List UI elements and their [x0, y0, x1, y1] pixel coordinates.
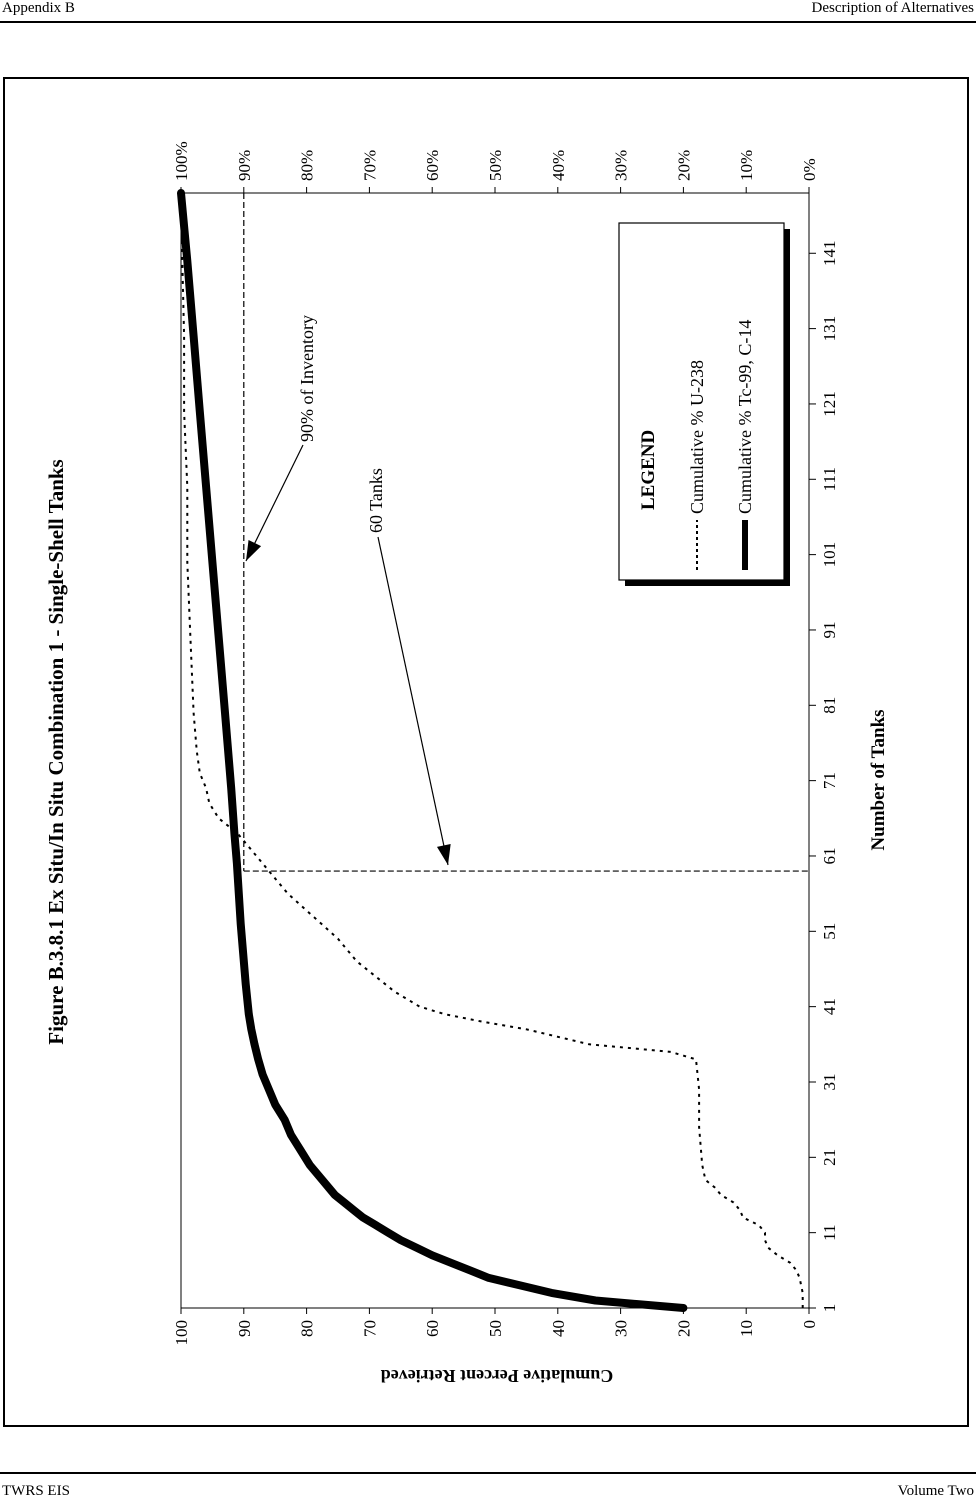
- y-tick-label-right: 20%: [674, 150, 693, 181]
- header-rule: [0, 21, 976, 23]
- legend-label-u238: Cumulative % U-238: [687, 360, 707, 514]
- series-tc99-c14-line: [177, 189, 688, 1312]
- x-tick-label: 1: [820, 1304, 839, 1313]
- y-axis-right: 0% 10% 20% 30% 40% 50% 60% 70% 80% 90% 100%: [172, 141, 819, 193]
- x-tick-label: 141: [820, 241, 839, 267]
- y-tick-label-left: 10: [737, 1320, 756, 1337]
- x-tick-label: 91: [820, 621, 839, 638]
- x-tick-label: 21: [820, 1149, 839, 1166]
- inventory-arrowhead: [246, 539, 262, 561]
- y-tick-label-right: 10%: [737, 150, 756, 181]
- legend-box: [618, 222, 785, 581]
- y-tick-label-left: 40: [549, 1320, 568, 1337]
- footer-left: TWRS EIS: [2, 1483, 70, 1499]
- series-tc99-c14-points: [181, 193, 684, 1308]
- legend-title: LEGEND: [638, 430, 659, 510]
- footer-rule: [0, 1472, 976, 1474]
- x-tick-label: 71: [820, 772, 839, 789]
- x-tick-label: 31: [820, 1073, 839, 1090]
- figure-frame: [3, 77, 969, 1427]
- y-tick-label-left: 20: [674, 1320, 693, 1337]
- x-tick-label: 11: [820, 1224, 839, 1240]
- y-tick-label-left: 30: [612, 1320, 631, 1337]
- x-tick-label: 101: [820, 542, 839, 568]
- x-tick-label: 121: [820, 391, 839, 417]
- x-tick-label: 41: [820, 998, 839, 1015]
- y-tick-label-right: 50%: [486, 150, 505, 181]
- inventory-arrow: [245, 444, 304, 562]
- y-tick-label-left: 0: [800, 1320, 819, 1329]
- x-tick-label: 61: [820, 847, 839, 864]
- annotation-sixty-tanks: 60 Tanks: [366, 468, 386, 533]
- y-tick-label-left: 80: [298, 1320, 317, 1337]
- x-axis-label: Number of Tanks: [868, 709, 889, 850]
- y-tick-label-right: 60%: [423, 150, 442, 181]
- y-tick-label-left: 90: [235, 1320, 254, 1337]
- tanks-arrowhead: [436, 843, 451, 865]
- header-left: Appendix B: [2, 0, 75, 16]
- y-tick-label-right: 0%: [800, 158, 819, 181]
- y-tick-label-right: 70%: [360, 150, 379, 181]
- x-tick-label: 131: [820, 316, 839, 342]
- y-tick-label-left: 70: [360, 1320, 379, 1337]
- x-tick-label: 51: [820, 923, 839, 940]
- x-tick-label: 81: [820, 697, 839, 714]
- header-right: Description of Alternatives: [811, 0, 974, 16]
- chart-title: Figure B.3.8.1 Ex Situ/In Situ Combinati…: [44, 459, 68, 1044]
- y-axis-left: 0 10 20 30 40 50 60 70 80 90 100: [172, 1308, 819, 1346]
- footer-right: Volume Two: [897, 1483, 974, 1499]
- y-tick-label-right: 100%: [172, 141, 191, 181]
- y-tick-label-right: 80%: [298, 150, 317, 181]
- legend-label-tc99: Cumulative % Tc-99, C-14: [735, 320, 755, 514]
- tanks-arrow: [377, 536, 449, 866]
- y-axis-label: Cumulative Percent Retrieved: [381, 1366, 614, 1386]
- annotation-ninety-percent-inventory: 90% of Inventory: [297, 315, 317, 442]
- y-tick-label-left: 100: [172, 1320, 191, 1346]
- y-tick-label-right: 90%: [235, 150, 254, 181]
- y-tick-label-left: 60: [423, 1320, 442, 1337]
- y-tick-label-right: 40%: [549, 150, 568, 181]
- x-tick-label: 111: [820, 467, 839, 491]
- y-tick-label-left: 50: [486, 1320, 505, 1337]
- series-u238-line: [180, 192, 804, 1308]
- y-tick-label-right: 30%: [612, 150, 631, 181]
